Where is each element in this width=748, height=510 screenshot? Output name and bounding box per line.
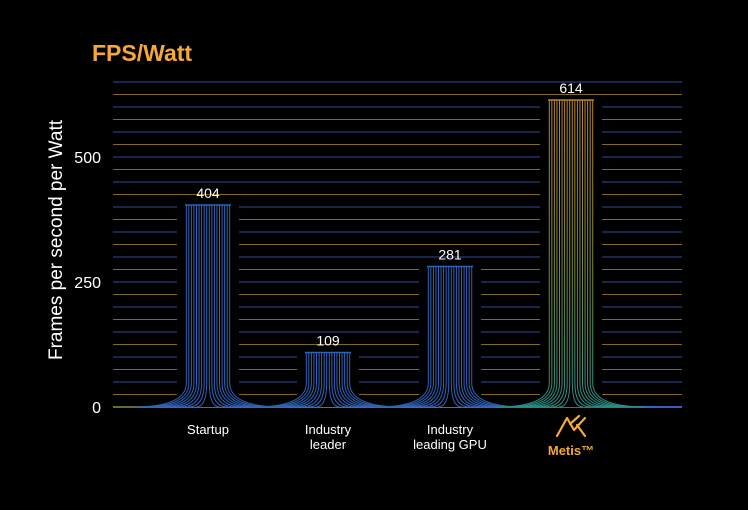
y-tick-label: 250 bbox=[74, 275, 101, 292]
bar-stroke bbox=[519, 100, 558, 408]
bar-stroke bbox=[292, 352, 320, 408]
labels: 0250500404Startup109Industryleader281Ind… bbox=[74, 80, 594, 458]
bars bbox=[132, 99, 647, 408]
bar-stroke bbox=[216, 205, 244, 408]
bar-stroke bbox=[406, 266, 439, 408]
value-label: 109 bbox=[316, 333, 340, 349]
bar-stroke bbox=[422, 266, 445, 408]
bar-stroke bbox=[458, 266, 486, 408]
bar-stroke bbox=[300, 352, 323, 408]
category-label: leader bbox=[310, 437, 347, 452]
bar-stroke bbox=[414, 266, 442, 408]
bar-stroke bbox=[341, 352, 380, 408]
bar-stroke bbox=[551, 100, 568, 408]
bar-2 bbox=[374, 265, 526, 408]
bar-stroke bbox=[331, 352, 348, 408]
bar-stroke bbox=[592, 100, 647, 408]
bar-stroke bbox=[333, 352, 356, 408]
bar-stroke bbox=[328, 352, 340, 408]
bar-stroke bbox=[180, 205, 203, 408]
bar-stroke bbox=[196, 205, 208, 408]
bar-stroke bbox=[535, 100, 563, 408]
bar-stroke bbox=[156, 205, 195, 408]
bar-0 bbox=[132, 204, 284, 408]
bar-stroke bbox=[463, 266, 502, 408]
bar-stroke bbox=[571, 100, 583, 408]
bar-stroke bbox=[172, 205, 200, 408]
bar-stroke bbox=[208, 205, 220, 408]
bar-stroke bbox=[543, 100, 566, 408]
bar-stroke bbox=[455, 266, 478, 408]
value-label: 281 bbox=[438, 247, 462, 263]
bar-3 bbox=[495, 99, 647, 408]
axelera-logo-icon bbox=[555, 414, 587, 438]
category-label: Metis™ bbox=[548, 443, 594, 458]
bar-stroke bbox=[398, 266, 437, 408]
bar-stroke bbox=[213, 205, 236, 408]
bar-stroke bbox=[430, 266, 447, 408]
bar-stroke bbox=[574, 100, 591, 408]
bar-stroke bbox=[576, 100, 599, 408]
value-label: 614 bbox=[559, 80, 583, 96]
bar-stroke bbox=[284, 352, 317, 408]
category-label: leading GPU bbox=[413, 437, 487, 452]
bar-stroke bbox=[164, 205, 197, 408]
bar-stroke bbox=[221, 205, 260, 408]
bar-stroke bbox=[219, 205, 252, 408]
bar-stroke bbox=[276, 352, 315, 408]
bar-stroke bbox=[453, 266, 470, 408]
bar-stroke bbox=[188, 205, 205, 408]
bar-stroke bbox=[211, 205, 228, 408]
bar-stroke bbox=[527, 100, 560, 408]
category-label: Startup bbox=[187, 422, 229, 437]
bar-1 bbox=[252, 351, 404, 408]
bar-stroke bbox=[438, 266, 450, 408]
category-label: Industry bbox=[305, 422, 352, 437]
chart-title: FPS/Watt bbox=[92, 40, 193, 66]
bar-stroke bbox=[308, 352, 325, 408]
bar-stroke bbox=[559, 100, 571, 408]
bar-stroke bbox=[461, 266, 494, 408]
bar-stroke bbox=[589, 100, 639, 408]
bar-stroke bbox=[579, 100, 607, 408]
bar-stroke bbox=[582, 100, 615, 408]
value-label: 404 bbox=[196, 185, 220, 201]
y-tick-label: 0 bbox=[92, 400, 101, 417]
bar-stroke bbox=[336, 352, 364, 408]
bar-stroke bbox=[316, 352, 328, 408]
bar-stroke bbox=[587, 100, 631, 408]
bar-stroke bbox=[450, 266, 462, 408]
y-tick-label: 500 bbox=[74, 150, 101, 167]
bar-stroke bbox=[339, 352, 372, 408]
category-label: Industry bbox=[427, 422, 474, 437]
bar-stroke bbox=[584, 100, 623, 408]
